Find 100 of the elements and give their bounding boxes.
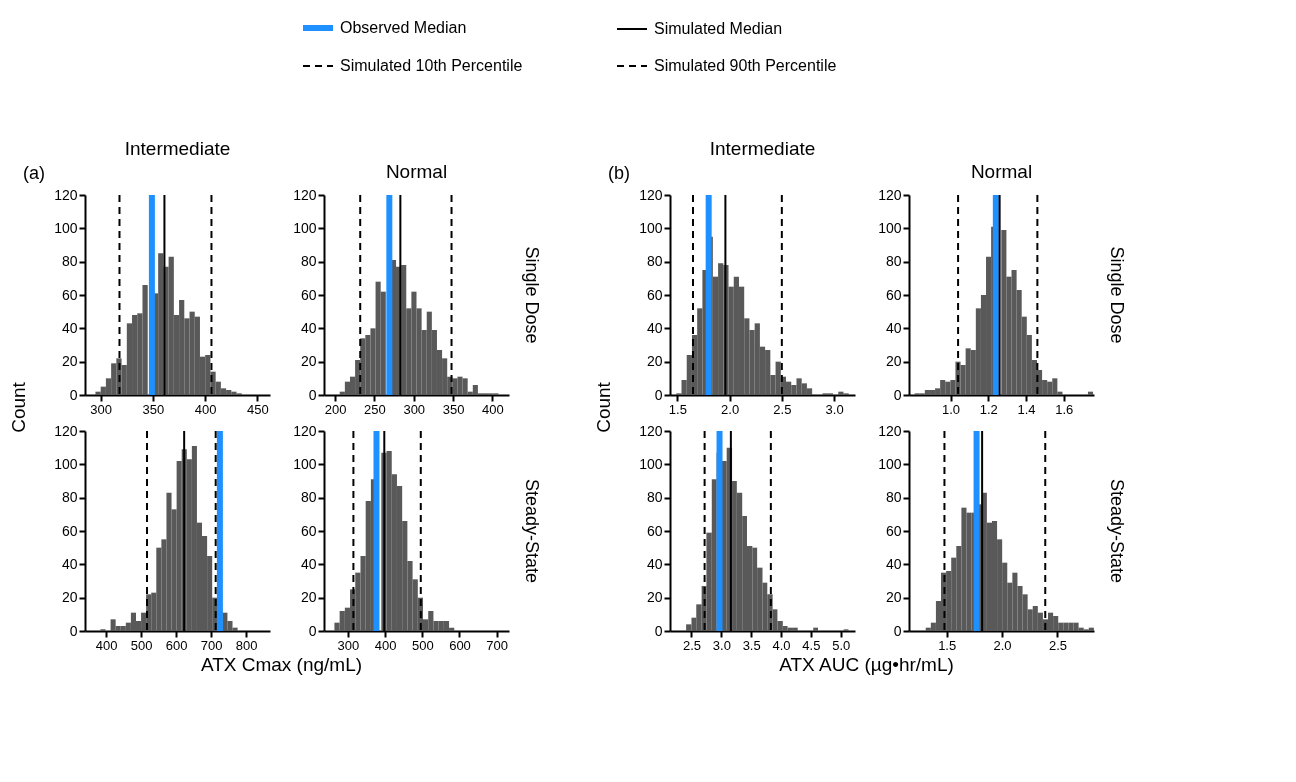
y-axis-title: Count: [593, 381, 614, 433]
y-tick-label: 120: [878, 422, 902, 439]
y-tick-label: 120: [639, 422, 663, 439]
x-tick-label: 300: [403, 401, 426, 417]
y-tick-label: 120: [293, 422, 317, 439]
y-tick-label: 100: [54, 219, 78, 236]
y-tick-label: 40: [885, 319, 902, 336]
y-tick-label: 20: [885, 353, 902, 370]
y-tick-label: 20: [300, 353, 317, 370]
y-tick-label: 120: [639, 186, 663, 203]
y-tick-label: 80: [646, 253, 663, 270]
legend-label: Simulated 10th Percentile: [340, 57, 523, 74]
y-tick-label: 60: [61, 286, 78, 303]
x-tick-label: 2.5: [682, 637, 702, 653]
y-tick-label: 0: [893, 622, 902, 639]
y-tick-label: 20: [61, 353, 78, 370]
x-tick-label: 400: [374, 637, 397, 653]
text: (a): [23, 163, 45, 183]
y-tick-label: 80: [885, 489, 902, 506]
y-tick-label: 20: [646, 589, 663, 606]
y-tick-label: 60: [61, 522, 78, 539]
x-tick-label: 400: [194, 401, 217, 417]
y-tick-label: 20: [61, 589, 78, 606]
y-tick-label: 40: [885, 555, 902, 572]
x-tick-label: 200: [324, 401, 347, 417]
x-tick-label: 3.0: [825, 401, 844, 417]
y-tick-label: 40: [646, 319, 663, 336]
y-tick-label: 80: [300, 489, 317, 506]
x-tick-label: 500: [130, 637, 153, 653]
chart-title: Normal: [970, 161, 1033, 182]
x-tick-label: 600: [165, 637, 188, 653]
y-tick-label: 40: [300, 555, 317, 572]
y-tick-label: 120: [293, 186, 317, 203]
y-tick-label: 100: [878, 455, 902, 472]
y-tick-label: 60: [885, 286, 902, 303]
y-tick-label: 0: [654, 386, 663, 403]
x-tick-label: 500: [411, 637, 434, 653]
x-tick-label: 1.2: [979, 401, 998, 417]
legend-label: Simulated Median: [654, 20, 783, 37]
y-tick-label: 80: [646, 489, 663, 506]
x-tick-label: 1.5: [938, 637, 957, 653]
y-tick-label: 120: [54, 186, 78, 203]
x-tick-label: 1.6: [1055, 401, 1074, 417]
x-tick-label: 600: [449, 637, 471, 653]
y-tick-label: 40: [300, 319, 317, 336]
x-tick-label: 300: [90, 401, 113, 417]
y-tick-label: 0: [308, 622, 317, 639]
y-tick-label: 80: [61, 489, 78, 506]
y-axis-title: Count: [8, 381, 29, 433]
y-tick-label: 100: [293, 455, 317, 472]
x-tick-label: 350: [442, 401, 465, 417]
x-tick-label: 4.0: [772, 637, 791, 653]
y-tick-label: 20: [885, 589, 902, 606]
x-tick-label: 350: [142, 401, 165, 417]
y-tick-label: 60: [885, 522, 902, 539]
x-tick-label: 1.0: [941, 401, 961, 417]
y2-axis-title: Single Dose: [522, 246, 542, 344]
x-tick-label: 2.5: [773, 401, 792, 417]
y-tick-label: 40: [646, 555, 663, 572]
x-tick-label: 450: [247, 401, 269, 417]
x-tick-label: 2.0: [721, 401, 740, 417]
x-tick-label: 2.0: [993, 637, 1012, 653]
x-tick-label: 800: [235, 637, 258, 653]
x-tick-label: 300: [337, 637, 360, 653]
y-tick-label: 100: [639, 455, 663, 472]
y-tick-label: 0: [308, 386, 317, 403]
y-tick-label: 80: [61, 253, 78, 270]
y-tick-label: 100: [878, 219, 902, 236]
x-tick-label: 3.0: [712, 637, 731, 653]
y-tick-label: 40: [61, 319, 78, 336]
y-tick-label: 60: [646, 286, 663, 303]
y-tick-label: 40: [61, 555, 78, 572]
x-axis-title: ATX Cmax (ng/mL): [200, 654, 363, 675]
y-tick-label: 60: [646, 522, 663, 539]
y-tick-label: 80: [300, 253, 317, 270]
y-tick-label: 0: [69, 622, 78, 639]
y-tick-label: 0: [69, 386, 78, 403]
y-tick-label: 120: [54, 422, 78, 439]
y-tick-label: 120: [878, 186, 902, 203]
y-tick-label: 0: [654, 622, 663, 639]
y-tick-label: 100: [54, 455, 78, 472]
x-tick-label: 2.5: [1048, 637, 1067, 653]
y2-axis-title: Steady-State: [522, 478, 542, 584]
x-tick-label: 4.5: [802, 637, 821, 653]
y-tick-label: 60: [300, 522, 317, 539]
y2-axis-title: Steady-State: [1107, 478, 1127, 584]
y-tick-label: 80: [885, 253, 902, 270]
legend-label: Observed Median: [340, 19, 467, 36]
y-tick-label: 100: [639, 219, 663, 236]
x-tick-label: 700: [486, 637, 509, 653]
x-tick-label: 3.5: [742, 637, 761, 653]
y-tick-label: 0: [893, 386, 902, 403]
y-tick-label: 20: [300, 589, 317, 606]
y-tick-label: 20: [646, 353, 663, 370]
x-tick-label: 1.4: [1017, 401, 1036, 417]
x-tick-label: 1.5: [668, 401, 687, 417]
x-tick-label: 700: [200, 637, 223, 653]
text: (b): [608, 163, 630, 183]
x-tick-label: 400: [95, 637, 118, 653]
chart-title: Intermediate: [124, 138, 231, 159]
